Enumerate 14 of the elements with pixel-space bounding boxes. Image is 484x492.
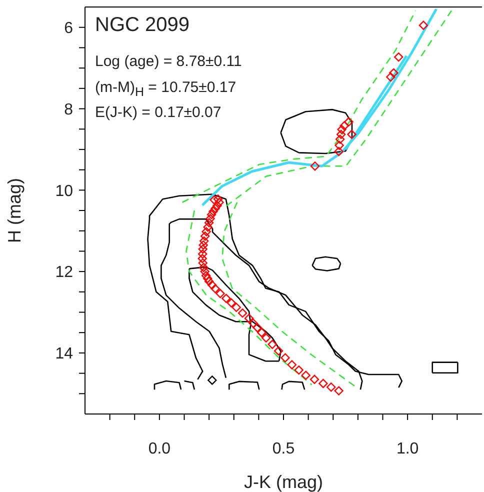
x-tick-label: 0.5 bbox=[272, 440, 295, 458]
y-tick-label: 8 bbox=[64, 101, 74, 118]
x-axis-title: J-K (mag) bbox=[244, 472, 324, 492]
y-tick-label: 10 bbox=[55, 182, 74, 200]
chart-title: NGC 2099 bbox=[95, 14, 190, 37]
y-axis-title: H (mag) bbox=[4, 178, 24, 244]
x-tick-label: 1.0 bbox=[396, 440, 419, 458]
y-tick-label: 12 bbox=[55, 264, 74, 282]
x-tick-label: 0.0 bbox=[148, 440, 171, 458]
y-tick-label: 6 bbox=[64, 20, 74, 38]
annotation: E(J-K) = 0.17±0.07 bbox=[95, 104, 222, 121]
annotation: Log (age) = 8.78±0.11 bbox=[95, 53, 242, 70]
annotation: (m-M)$_{H}$ = 10.75±0.17 bbox=[95, 78, 236, 98]
y-tick-label: 14 bbox=[55, 346, 74, 363]
